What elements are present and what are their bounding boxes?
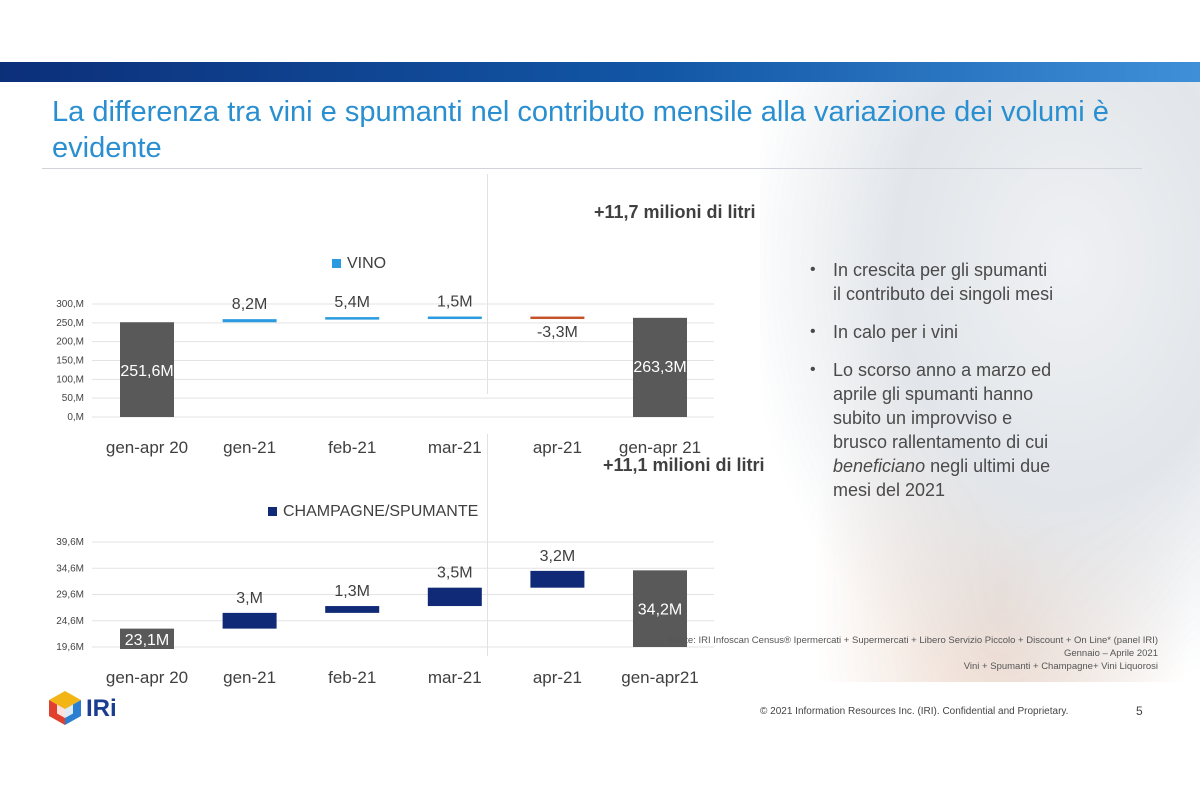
category-label: gen-apr 21 (619, 438, 701, 457)
source-line: Vini + Spumanti + Champagne+ Vini Liquor… (963, 661, 1158, 672)
category-label: gen-21 (223, 438, 276, 457)
slide: La differenza tra vini e spumanti nel co… (0, 62, 1200, 737)
data-label: 1,3M (334, 583, 370, 600)
category-label: mar-21 (428, 668, 482, 687)
y-tick-label: 29,6M (56, 590, 84, 601)
commentary-list: • In crescita per gli spumanti il contrib… (808, 258, 1058, 516)
bullet-icon: • (810, 261, 816, 278)
total-bar (120, 322, 174, 417)
category-label: gen-21 (223, 668, 276, 687)
source-line: Fonte: IRI Infoscan Census® Ipermercati … (668, 635, 1158, 646)
category-label: apr-21 (533, 438, 582, 457)
total-bar (633, 317, 687, 417)
increase-bar (325, 606, 380, 613)
page-number: 5 (1136, 704, 1143, 718)
y-tick-label: 150,M (56, 356, 84, 367)
commentary-item: • Lo scorso anno a marzo ed aprile gli sp… (808, 358, 1058, 502)
commentary-text: negli ultimi due mesi del 2021 (833, 456, 1051, 500)
commentary-text: Lo scorso anno a marzo ed aprile gli spu… (833, 360, 1052, 452)
data-label: 1,5M (437, 294, 473, 311)
data-label: 263,3M (633, 359, 686, 376)
source-line: Gennaio – Aprile 2021 (1063, 648, 1158, 659)
commentary-item: • In calo per i vini (808, 320, 1058, 344)
increase-bar (222, 319, 277, 323)
legend-swatch (268, 507, 277, 516)
legend-label: CHAMPAGNE/SPUMANTE (283, 503, 478, 520)
category-label: feb-21 (328, 438, 376, 457)
y-tick-label: 300,M (56, 299, 84, 310)
chart-divider-top (487, 174, 488, 394)
logo-text: IRi (86, 695, 117, 722)
y-tick-label: 24,6M (56, 616, 84, 627)
y-tick-label: 19,6M (56, 642, 84, 653)
data-label: 23,1M (125, 632, 169, 649)
data-label: 5,4M (334, 294, 370, 311)
commentary-text: In crescita per gli spumanti il contribu… (833, 260, 1054, 304)
increase-bar (427, 316, 482, 320)
category-label: gen-apr 20 (106, 438, 188, 457)
data-label: 34,2M (638, 601, 682, 618)
data-label: 8,2M (232, 296, 268, 313)
data-label-background (120, 630, 174, 649)
increase-bar (427, 587, 482, 607)
data-label: 3,5M (437, 565, 473, 582)
y-tick-label: 250,M (56, 318, 84, 329)
bullet-icon: • (810, 323, 816, 340)
copyright: © 2021 Information Resources Inc. (IRI).… (760, 706, 1069, 717)
total-change-spumante: +11,1 milioni di litri (603, 455, 765, 475)
category-label: mar-21 (428, 438, 482, 457)
page-title: La differenza tra vini e spumanti nel co… (52, 96, 1109, 164)
y-tick-label: 100,M (56, 374, 84, 385)
commentary-item: • In crescita per gli spumanti il contrib… (808, 258, 1058, 306)
wine-glass-background (760, 82, 1200, 682)
y-tick-label: 50,M (62, 393, 84, 404)
source-note: Fonte: IRI Infoscan Census® Ipermercati … (598, 634, 1158, 673)
data-label: 3,2M (540, 548, 576, 565)
chart-vino: 0,M 50,M 100,M 150,M 200,M 250,M 300,M VINO 251,… (56, 255, 714, 457)
category-label: gen-apr21 (621, 668, 699, 687)
increase-bar (222, 612, 277, 629)
total-change-vino: +11,7 milioni di litri (594, 202, 756, 222)
increase-bar (530, 570, 585, 588)
legend-label: VINO (347, 255, 386, 272)
y-tick-label: 0,M (67, 412, 84, 423)
title-divider (42, 168, 1142, 169)
category-label: feb-21 (328, 668, 376, 687)
bullet-icon: • (810, 361, 816, 378)
header-bar (0, 62, 1200, 82)
y-tick-label: 34,6M (56, 563, 84, 574)
increase-bar (325, 317, 380, 320)
data-label: -3,3M (537, 324, 578, 341)
y-tick-label: 39,6M (56, 537, 84, 548)
data-label: 251,6M (120, 363, 173, 380)
category-label: apr-21 (533, 668, 582, 687)
commentary-text: beneficiano (833, 456, 926, 476)
iri-logo-icon (49, 691, 81, 725)
total-bar (633, 570, 687, 647)
y-tick-label: 200,M (56, 337, 84, 348)
chart-champagne-spumante: 19,6M 24,6M 29,6M 34,6M 39,6M CHAMPAGNE/SPUMA… (56, 503, 714, 687)
decrease-bar (530, 316, 585, 320)
legend-swatch (332, 259, 341, 268)
data-label: 3,M (236, 590, 263, 607)
chart-divider-bottom (487, 434, 488, 656)
commentary-text: In calo per i vini (833, 322, 959, 342)
category-label: gen-apr 20 (106, 668, 188, 687)
